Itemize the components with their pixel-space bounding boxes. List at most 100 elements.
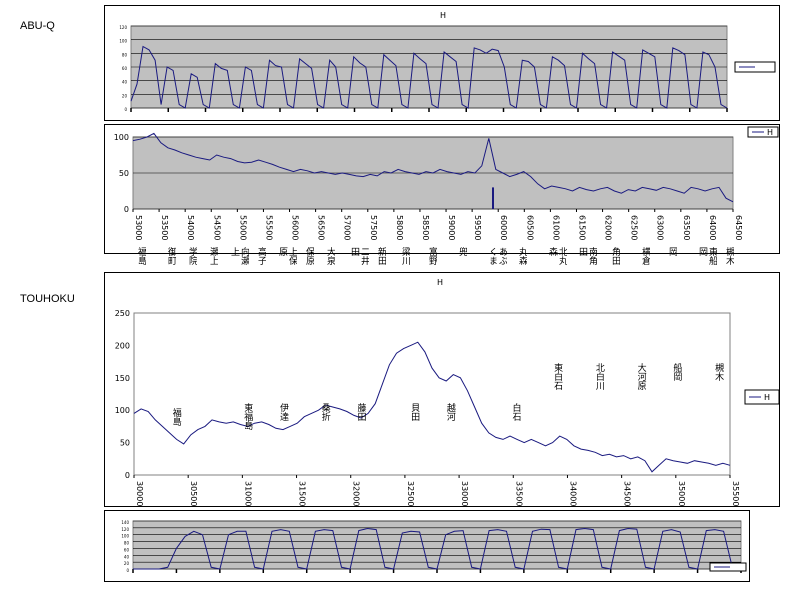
x-tick-label: 57500: [369, 215, 378, 240]
legend-label: H: [767, 128, 773, 137]
y-tick-label: 50: [120, 439, 130, 448]
x-tick-label: 55000: [238, 215, 247, 240]
y-tick-label: 60: [122, 66, 128, 71]
x-tick-label: 55500: [264, 215, 273, 240]
chart-touhoku-height: 250 200 150 100 50 0 30000 30500 31000 31500 32000…: [104, 272, 780, 507]
station-label: 横倉: [640, 247, 650, 265]
x-tick-label: 64000: [708, 215, 717, 240]
x-tick-label: 33000: [460, 481, 469, 506]
station-label: 富野: [427, 247, 437, 265]
chart-abu-speed-svg: 120 100 80 60 40 20 0 H: [119, 11, 776, 112]
station-label: 新田: [376, 247, 386, 265]
x-tick-label: 53000: [134, 215, 143, 240]
station-label: 北白川: [593, 363, 604, 390]
x-tick-label: 34000: [568, 481, 577, 506]
y-tick-label: 150: [115, 374, 130, 383]
x-tick-label: 59500: [473, 215, 482, 240]
chart-abu-speed: 120 100 80 60 40 20 0 H: [104, 5, 780, 121]
legend: [734, 61, 776, 73]
y-tick-label: 100: [119, 39, 127, 44]
x-tick-label: 63500: [682, 215, 691, 240]
chart-abu-height-svg: 100 50 0 53000 53500 54000 54500 55000 55500 5600…: [114, 126, 779, 240]
x-tick-label: 62000: [604, 215, 613, 240]
legend: H: [747, 126, 779, 138]
x-tick-label: 58500: [421, 215, 430, 240]
y-tick-label: 140: [121, 520, 129, 525]
station-label: 槻木: [724, 247, 734, 265]
station-label: 伊達: [278, 403, 288, 421]
section-label-touhoku: TOUHOKU: [20, 293, 75, 305]
station-label: 白石: [510, 403, 521, 421]
station-label: 大泉: [325, 247, 335, 265]
chart-title: H: [440, 11, 446, 20]
x-tick-label: 53500: [160, 215, 169, 240]
y-tick-label: 20: [124, 561, 130, 566]
y-tick-label: 120: [119, 25, 127, 30]
legend-box: [744, 389, 780, 405]
x-tick-label: 30500: [189, 481, 198, 506]
station-label: あぶくま: [487, 247, 507, 265]
plot-area: [133, 312, 731, 476]
station-label: 福島: [170, 408, 181, 426]
x-tick-label: 57000: [343, 215, 352, 240]
x-tick-label: 31000: [243, 481, 252, 506]
station-label: 東白石: [552, 363, 563, 390]
station-label: 梁川: [400, 247, 410, 265]
station-label: 二井田: [349, 247, 369, 265]
x-tick-label: 56000: [291, 215, 300, 240]
x-tick-label: 34500: [623, 481, 632, 506]
chart-touhoku-height-svg: 250 200 150 100 50 0 30000 30500 31000 31500 32000…: [115, 278, 780, 506]
y-tick-label: 50: [119, 169, 129, 178]
y-tick-label: 40: [122, 80, 128, 85]
x-tick-label: 32000: [352, 481, 361, 506]
station-label: 東福島: [242, 403, 253, 430]
legend: [709, 562, 747, 572]
station-label: 北丸森: [547, 247, 567, 265]
y-tick-label: 200: [115, 341, 130, 350]
chart-abu-height: 100 50 0 53000 53500 54000 54500 55000 55500 5600…: [104, 124, 780, 254]
station-label: 越河: [444, 403, 455, 421]
station-label: 学院: [187, 247, 197, 265]
x-tick-label: 32500: [406, 481, 415, 506]
x-tick-label: 64500: [734, 215, 743, 240]
x-tick-label: 56500: [317, 215, 326, 240]
y-tick-label: 60: [124, 547, 130, 552]
x-tick-label: 30000: [135, 481, 144, 506]
y-tick-label: 120: [121, 527, 129, 532]
y-tick-label: 80: [122, 52, 128, 57]
station-label: 高子: [256, 247, 266, 265]
station-label: 保原: [304, 247, 314, 265]
station-label: 藤田: [355, 403, 366, 421]
series-line: [133, 341, 731, 473]
y-tick-label: 100: [121, 534, 129, 539]
y-tick-label: 40: [124, 554, 130, 559]
y-tick-label: 0: [124, 107, 127, 112]
station-label: 大河原: [635, 363, 646, 390]
chart-title: H: [437, 278, 443, 287]
y-tick-label: 80: [124, 541, 130, 546]
y-tick-label: 0: [125, 471, 130, 480]
x-tick-label: 54500: [212, 215, 221, 240]
chart-touhoku-speed: 140 120 100 80 60 40 20 0: [104, 510, 750, 582]
y-tick-label: 100: [114, 133, 129, 142]
x-tick-label: 59000: [447, 215, 456, 240]
y-tick-label: 20: [122, 93, 128, 98]
x-tick-label: 31500: [298, 481, 307, 506]
x-tick-label: 60000: [499, 215, 508, 240]
station-label: 丸森: [517, 247, 527, 265]
legend-label: H: [764, 393, 770, 402]
y-tick-label: 0: [124, 205, 129, 214]
station-label: 船岡: [671, 363, 682, 381]
section-label-abu: ABU-Q: [20, 20, 55, 32]
station-label: 岡: [667, 247, 677, 256]
x-tick-label: 60500: [525, 215, 534, 240]
station-label: 瀬上: [208, 247, 218, 265]
station-label: 角田: [610, 247, 620, 265]
y-tick-label: 100: [115, 406, 130, 415]
station-label: 貝田: [409, 403, 420, 421]
x-tick-label: 61500: [577, 215, 586, 240]
x-tick-label: 33500: [514, 481, 523, 506]
series-line: [130, 45, 728, 109]
x-tick-label: 35000: [677, 481, 686, 506]
station-label: 桑折: [319, 403, 330, 421]
